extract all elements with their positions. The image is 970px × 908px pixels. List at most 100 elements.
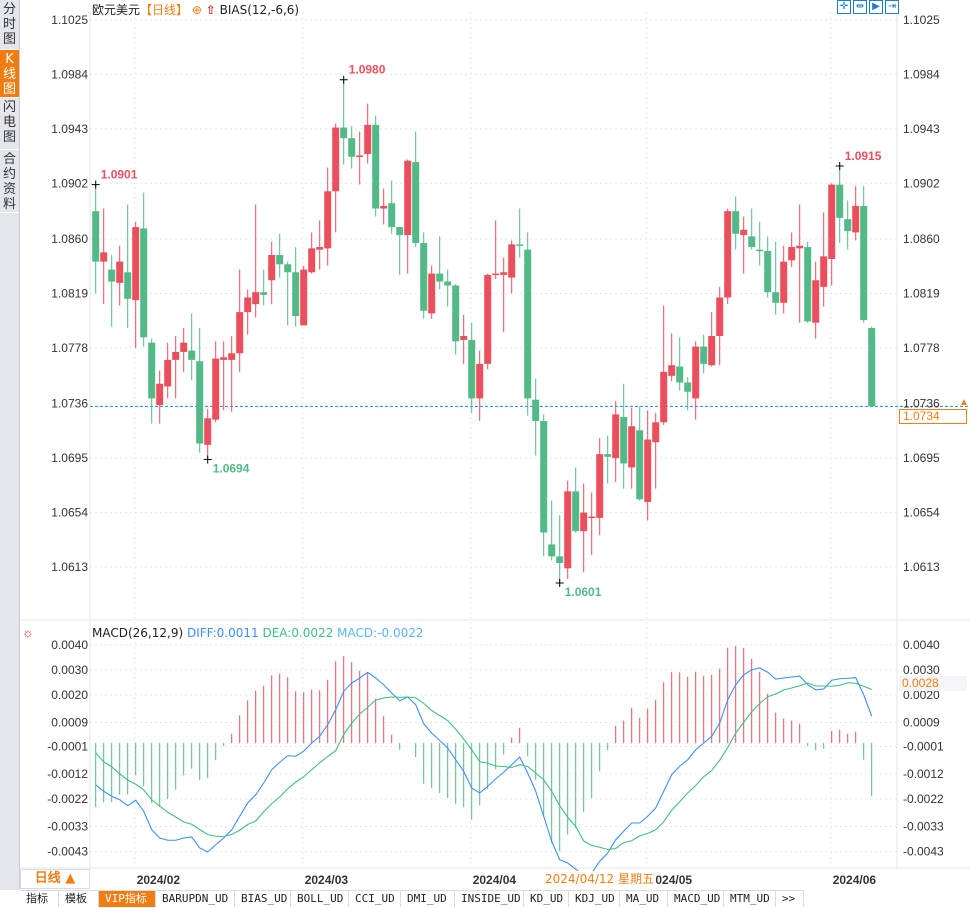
y-tick-label-right: 1.1025 [903, 13, 940, 27]
candle-up [172, 351, 180, 360]
candle-down [532, 399, 540, 421]
y-tick-label-right: 1.0819 [903, 287, 940, 301]
extreme-marker [203, 455, 212, 464]
macd-hist-value: MACD:-0.0022 [337, 626, 424, 640]
sun-settings-icon[interactable]: ☼ [22, 625, 34, 640]
y-tick-label-right: 1.0736 [903, 397, 940, 411]
candle-down [548, 544, 556, 557]
candle-up [716, 297, 724, 336]
candle-up [300, 269, 308, 326]
candle-up [212, 358, 220, 420]
macd-tick-label-left: -0.0033 [47, 820, 88, 834]
macd-panel: 0.0040 0.0040 0.0030 0.0030 0.0020 0.0020 0.00… [47, 638, 944, 877]
indicator-tab[interactable]: INSIDE_UD [455, 891, 524, 907]
candle-down [188, 350, 196, 360]
candle-down [292, 272, 300, 317]
candle-down [388, 203, 396, 228]
candle-down [764, 251, 772, 293]
indicator-tab[interactable]: CCI_UD [349, 891, 401, 907]
y-tick-label-right: 1.0654 [903, 506, 940, 520]
candle-up [644, 439, 652, 502]
candle-down [756, 249, 764, 252]
y-tick-label-right: 1.0695 [903, 451, 940, 465]
candle-down [700, 346, 708, 364]
indicator-tab[interactable]: 模板 [59, 891, 99, 907]
sidebar-tab-label: K线图 [3, 52, 17, 97]
indicator-tab[interactable]: BOLL_UD [291, 891, 349, 907]
macd-title: MACD(26,12,9) [92, 626, 184, 640]
macd-tick-label-right: -0.0043 [903, 845, 944, 859]
candle-down [348, 138, 356, 157]
candle-down [684, 382, 692, 392]
macd-diff-value: DIFF:0.0011 [186, 626, 259, 640]
candle-up [268, 255, 276, 281]
candle-down [396, 227, 404, 236]
indicator-tab[interactable]: MACD_UD [668, 891, 724, 907]
candle-down [620, 416, 628, 464]
candle-up [132, 227, 140, 301]
candle-down [412, 162, 420, 244]
candle-up [668, 365, 676, 376]
candle-down [260, 292, 268, 295]
sidebar-tab-label: 闪电图 [3, 100, 17, 145]
candle-down [444, 281, 452, 286]
y-tick-label-right: 1.0984 [903, 67, 940, 81]
zoom-range-icon[interactable]: ⇹ [853, 0, 867, 14]
sidebar-tab-contract-info[interactable]: 合约资料 [0, 150, 19, 213]
candle-down [516, 244, 524, 246]
candle-down [868, 328, 876, 407]
indicator-tab[interactable]: MTM_UD [724, 891, 776, 907]
x-tick-label: 2024/04 [473, 873, 517, 887]
macd-tick-label-left: -0.0001 [47, 740, 88, 754]
indicator-label[interactable]: BIAS(12,-6,6) [219, 3, 300, 17]
x-tick-label: 2024/05 [649, 873, 693, 887]
macd-tick-label-right: 0.0020 [903, 688, 940, 702]
play-step-icon[interactable]: ▶ [869, 0, 883, 14]
indicator-tab[interactable]: VIP指标 [99, 891, 156, 907]
indicator-tab[interactable]: >> [776, 891, 804, 907]
chart-toolbar: ✛ ⇹ ▶ ⇥ [837, 0, 899, 14]
y-tick-label-left: 1.1025 [51, 13, 88, 27]
x-tick-label: 2024/02 [137, 873, 181, 887]
y-tick-label-left: 1.0613 [51, 560, 88, 574]
candle-up [332, 127, 340, 192]
candle-up [796, 245, 804, 249]
indicator-tab[interactable]: BARUPDN_UD [156, 891, 235, 907]
candle-up [852, 205, 860, 233]
extreme-marker [91, 180, 100, 189]
indicator-tab[interactable]: DMI_UD [401, 891, 455, 907]
macd-tick-label-left: -0.0012 [47, 767, 88, 781]
candle-up [404, 160, 412, 236]
indicator-tab[interactable]: BIAS_UD [235, 891, 291, 907]
candle-up [324, 191, 332, 249]
macd-tick-label-right: 0.0030 [903, 663, 940, 677]
candle-down [124, 272, 132, 299]
sidebar-tab-timeshare[interactable]: 分时图 [0, 0, 19, 50]
indicator-tab[interactable]: MA_UD [620, 891, 668, 907]
candle-up [476, 363, 484, 399]
period-label[interactable]: 【日线】 [140, 3, 189, 17]
crosshair-move-icon[interactable]: ✛ [837, 0, 851, 14]
candle-down [452, 285, 460, 342]
sidebar-tab-flash[interactable]: 闪电图 [0, 98, 19, 150]
indicator-tab[interactable]: KDJ_UD [569, 891, 620, 907]
macd-tick-label-left: 0.0030 [51, 663, 88, 677]
candle-up [652, 422, 660, 443]
candle-down [604, 454, 612, 457]
period-selector[interactable]: 日线 ▲ [20, 869, 90, 889]
macd-tick-label-left: 0.0009 [51, 716, 88, 730]
candle-up [500, 272, 508, 275]
current-price-label: 1.0734 [899, 409, 967, 424]
sidebar-tab-kline[interactable]: K线图 [0, 50, 19, 98]
indicator-tab[interactable]: KD_UD [524, 891, 569, 907]
y-tick-label-left: 1.0695 [51, 451, 88, 465]
candle-up [740, 229, 748, 236]
scroll-to-end-icon[interactable]: ⇥ [885, 0, 899, 14]
candle-up [308, 248, 316, 273]
circle-plus-icon[interactable]: ⊕ [191, 3, 202, 17]
indicator-tab[interactable]: 指标 [20, 891, 59, 907]
extreme-marker [339, 75, 348, 84]
candle-up [100, 252, 108, 262]
